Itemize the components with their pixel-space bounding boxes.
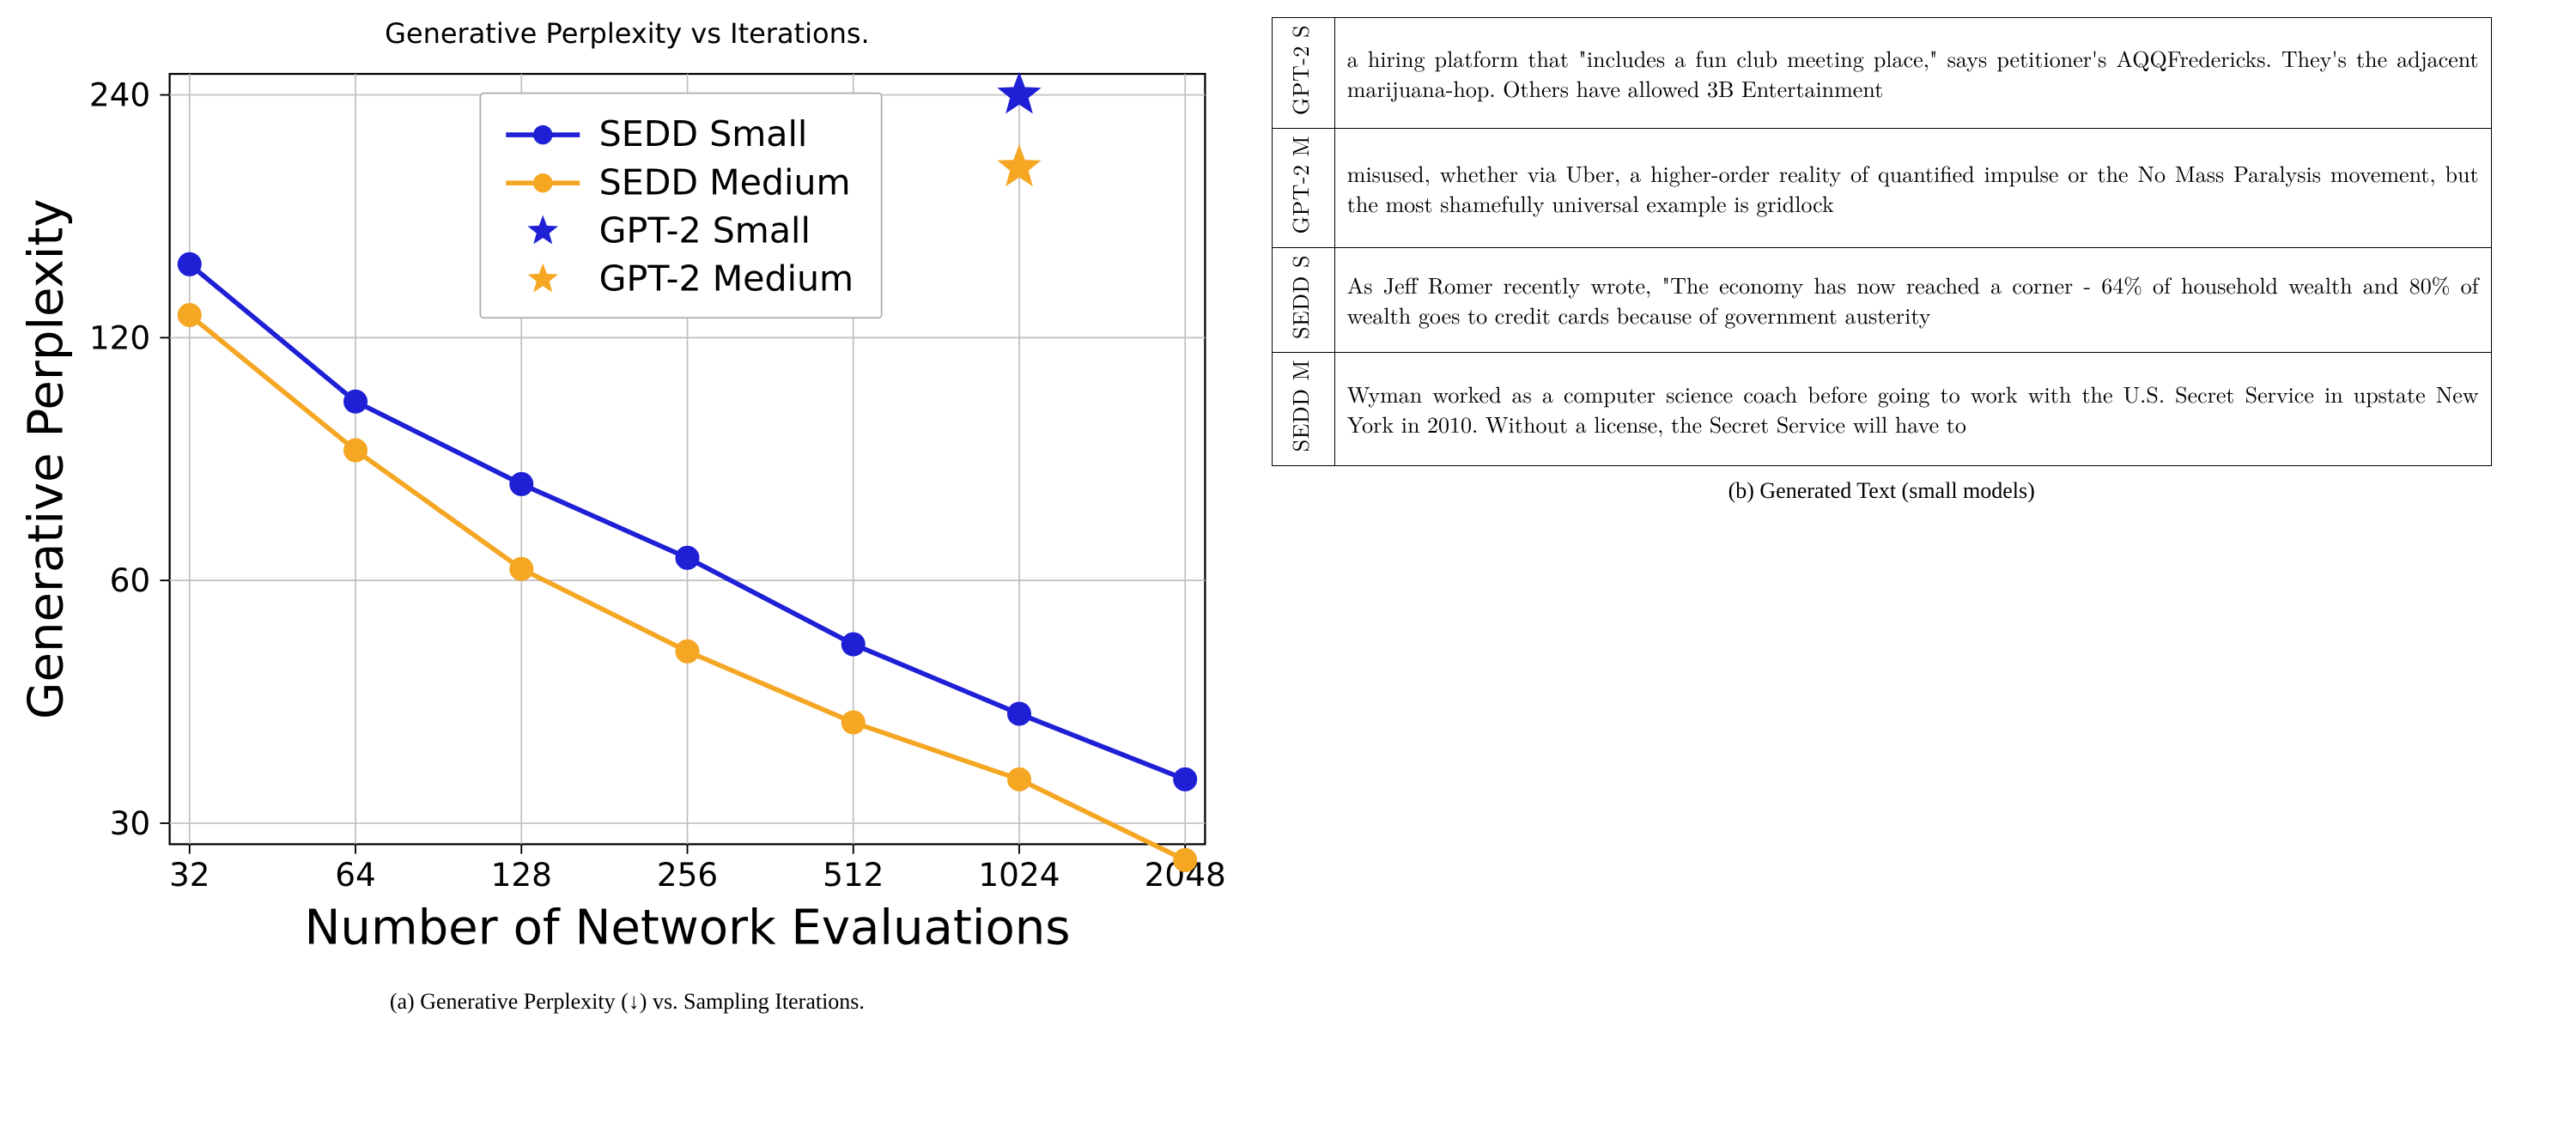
left-panel: Generative Perplexity vs Iterations. 32 6… <box>17 17 1237 1015</box>
row-text: Wyman worked as a computer science coach… <box>1334 353 2491 465</box>
chart-title: Generative Perplexity vs Iterations. <box>385 17 870 50</box>
svg-text:GPT-2 Medium: GPT-2 Medium <box>599 258 854 299</box>
row-label: SEDD S <box>1272 247 1334 352</box>
svg-text:64: 64 <box>335 856 376 894</box>
svg-text:1024: 1024 <box>978 856 1060 894</box>
svg-text:60: 60 <box>110 561 151 599</box>
caption-a: (a) Generative Perplexity (↓) vs. Sampli… <box>390 989 865 1015</box>
svg-text:120: 120 <box>89 318 150 356</box>
table-row: SEDD SAs Jeff Romer recently wrote, "The… <box>1272 247 2491 352</box>
svg-text:32: 32 <box>169 856 210 894</box>
svg-text:512: 512 <box>823 856 884 894</box>
svg-text:SEDD Medium: SEDD Medium <box>599 161 851 203</box>
caption-b: (b) Generated Text (small models) <box>1728 478 2035 504</box>
row-text: As Jeff Romer recently wrote, "The econo… <box>1334 247 2491 352</box>
chart-container: 3264128256512102420483060120240Number of… <box>17 53 1237 977</box>
row-label: GPT-2 M <box>1272 129 1334 248</box>
svg-text:30: 30 <box>110 804 151 842</box>
generated-text-table: GPT-2 Sa hiring platform that "includes … <box>1272 17 2492 466</box>
svg-text:SEDD Small: SEDD Small <box>599 113 808 155</box>
right-panel: GPT-2 Sa hiring platform that "includes … <box>1272 17 2492 504</box>
svg-text:256: 256 <box>657 856 718 894</box>
svg-text:Generative Perplexity: Generative Perplexity <box>18 198 74 719</box>
row-label: SEDD M <box>1272 353 1334 465</box>
table-row: SEDD MWyman worked as a computer science… <box>1272 353 2491 465</box>
svg-text:GPT-2 Small: GPT-2 Small <box>599 209 811 251</box>
table-row: GPT-2 Sa hiring platform that "includes … <box>1272 18 2491 129</box>
svg-text:128: 128 <box>491 856 552 894</box>
svg-text:Number of Network Evaluations: Number of Network Evaluations <box>304 900 1070 955</box>
row-text: misused, whether via Uber, a higher-orde… <box>1334 129 2491 248</box>
table-row: GPT-2 Mmisused, whether via Uber, a high… <box>1272 129 2491 248</box>
chart-svg: 3264128256512102420483060120240Number of… <box>17 53 1237 977</box>
row-label: GPT-2 S <box>1272 18 1334 129</box>
row-text: a hiring platform that "includes a fun c… <box>1334 18 2491 129</box>
svg-text:240: 240 <box>89 76 150 114</box>
